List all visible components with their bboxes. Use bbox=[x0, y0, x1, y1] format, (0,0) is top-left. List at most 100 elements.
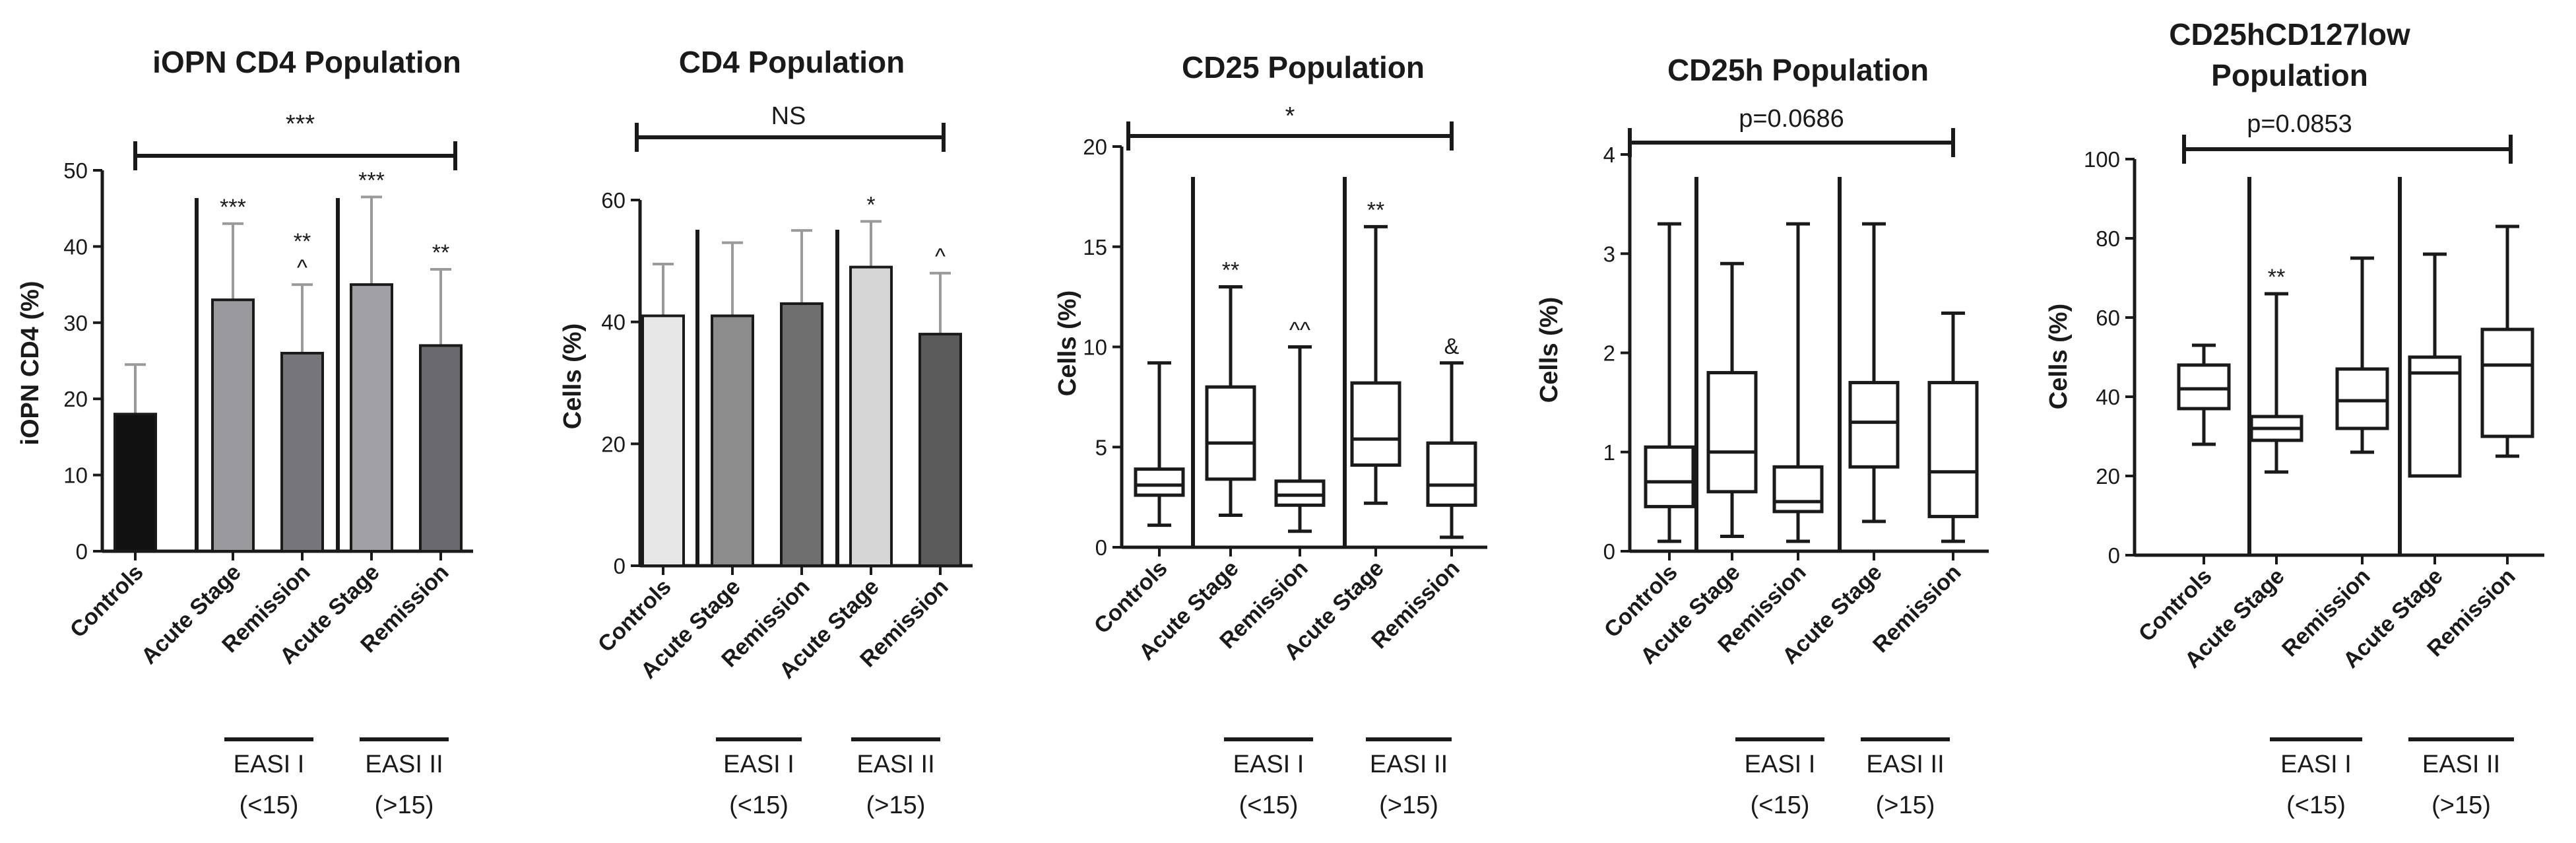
box bbox=[1350, 381, 1401, 467]
y-tick-label: 20 bbox=[1083, 135, 1107, 159]
y-tick-label: 20 bbox=[63, 387, 88, 411]
box bbox=[1134, 467, 1185, 497]
panel-cd4: CD4 Population Cells (%) NS 0 20 40 60 C… bbox=[559, 45, 973, 819]
plot-marks bbox=[2125, 135, 2544, 741]
panel-title-iopn-cd4: iOPN CD4 Population bbox=[152, 45, 461, 79]
plot-marks bbox=[1621, 128, 1989, 741]
x-category-labels: Controls Acute Stage Remission Acute Sta… bbox=[1089, 556, 1465, 665]
annotation: ^ bbox=[297, 255, 307, 281]
panel-title-cd25h-cd127low-line2: Population bbox=[2211, 58, 2368, 92]
bar bbox=[849, 265, 893, 567]
box bbox=[1848, 381, 1900, 469]
box bbox=[2408, 355, 2462, 478]
annotation: * bbox=[866, 192, 875, 217]
panel-title-cd25h: CD25h Population bbox=[1667, 53, 1929, 87]
group-label: EASI II bbox=[856, 751, 934, 778]
easi-group-labels: EASI I (<15) EASI II (>15) bbox=[2280, 751, 2500, 819]
group-sublabel: (<15) bbox=[729, 792, 789, 819]
y-tick-label: 40 bbox=[601, 310, 626, 335]
y-tick-label: 20 bbox=[601, 432, 626, 456]
group-label: EASI I bbox=[1233, 751, 1304, 778]
bar bbox=[711, 314, 754, 567]
group-sublabel: (>15) bbox=[375, 792, 434, 819]
x-category-labels: Controls Acute Stage Remission Acute Sta… bbox=[593, 574, 953, 684]
box bbox=[1426, 441, 1477, 507]
y-tick-label: 1 bbox=[1603, 440, 1615, 465]
bar bbox=[350, 283, 393, 553]
easi-group-labels: EASI I (<15) EASI II (>15) bbox=[1233, 751, 1448, 819]
box bbox=[2335, 367, 2389, 430]
x-category-labels: Controls Acute Stage Remission Acute Sta… bbox=[65, 560, 454, 669]
box bbox=[1205, 385, 1256, 481]
significance-label: *** bbox=[286, 110, 315, 138]
easi-group-labels: EASI I (<15) EASI II (>15) bbox=[1745, 751, 1945, 819]
group-label: EASI I bbox=[234, 751, 305, 778]
panel-iopn-cd4: iOPN CD4 Population iOPN CD4 (%) *** 0 1… bbox=[16, 45, 473, 819]
bar bbox=[211, 298, 255, 553]
annotation: ^ bbox=[935, 244, 946, 269]
bar bbox=[419, 344, 463, 553]
panel-cd25h: CD25h Population Cells (%) p=0.0686 0 1 … bbox=[1535, 53, 1989, 819]
group-sublabel: (>15) bbox=[866, 792, 926, 819]
annotation: ** bbox=[432, 240, 449, 265]
group-label: EASI II bbox=[1866, 751, 1944, 778]
panel-cd25h-cd127low: CD25hCD127low Population Cells (%) p=0.0… bbox=[2045, 17, 2544, 819]
x-category-labels: Controls Acute Stage Remission Acute Sta… bbox=[2134, 564, 2521, 673]
y-tick-label: 0 bbox=[2108, 543, 2120, 568]
significance-annotations: * ^ bbox=[866, 192, 946, 269]
y-tick-label: 4 bbox=[1603, 143, 1615, 167]
significance-annotations: ** ^^ ** & bbox=[1222, 197, 1460, 358]
bar bbox=[780, 302, 823, 567]
group-label: EASI I bbox=[1745, 751, 1816, 778]
y-tick-label: 2 bbox=[1603, 341, 1615, 366]
y-axis-label: Cells (%) bbox=[559, 323, 587, 429]
bar bbox=[280, 351, 324, 553]
y-tick-label: 10 bbox=[1083, 335, 1107, 360]
group-label: EASI I bbox=[2280, 751, 2352, 778]
easi-group-labels: EASI I (<15) EASI II (>15) bbox=[234, 751, 443, 819]
y-tick-labels: 0 20 40 60 80 100 bbox=[2084, 147, 2120, 568]
annotation: ** bbox=[2268, 265, 2285, 290]
box bbox=[1706, 371, 1758, 494]
annotation: ** bbox=[1367, 197, 1384, 222]
group-sublabel: (<15) bbox=[2286, 792, 2346, 819]
y-tick-labels: 0 10 20 30 40 50 bbox=[63, 158, 88, 564]
significance-label: p=0.0686 bbox=[1739, 105, 1844, 133]
y-tick-label: 0 bbox=[1603, 539, 1615, 564]
annotation: ** bbox=[294, 229, 311, 254]
annotation: *** bbox=[358, 168, 385, 193]
bar bbox=[918, 333, 962, 567]
easi-group-labels: EASI I (<15) EASI II (>15) bbox=[723, 751, 935, 819]
significance-annotations: ** bbox=[2268, 265, 2285, 290]
panel-title-cd25h-cd127low: CD25hCD127low bbox=[2169, 17, 2410, 51]
group-sublabel: (<15) bbox=[1751, 792, 1810, 819]
y-tick-label: 3 bbox=[1603, 242, 1615, 266]
significance-label: NS bbox=[771, 102, 806, 130]
group-sublabel: (>15) bbox=[1379, 792, 1438, 819]
y-axis-label: iOPN CD4 (%) bbox=[16, 281, 44, 445]
box bbox=[2480, 327, 2534, 438]
group-sublabel: (>15) bbox=[1876, 792, 1935, 819]
bar bbox=[113, 413, 157, 553]
y-tick-labels: 0 5 10 15 20 bbox=[1083, 135, 1107, 560]
y-tick-label: 5 bbox=[1095, 435, 1107, 459]
y-tick-label: 60 bbox=[601, 188, 626, 213]
y-axis-label: Cells (%) bbox=[1535, 297, 1563, 403]
panel-title-cd4: CD4 Population bbox=[679, 45, 905, 79]
y-axis-label: Cells (%) bbox=[2045, 304, 2073, 409]
y-tick-label: 60 bbox=[2096, 306, 2120, 330]
y-tick-label: 0 bbox=[614, 554, 626, 578]
group-sublabel: (<15) bbox=[240, 792, 299, 819]
y-axis-label: Cells (%) bbox=[1054, 290, 1081, 396]
y-tick-label: 20 bbox=[2096, 464, 2120, 489]
box bbox=[1644, 445, 1695, 508]
group-label: EASI I bbox=[723, 751, 794, 778]
group-sublabel: (<15) bbox=[1239, 792, 1299, 819]
y-tick-labels: 0 1 2 3 4 bbox=[1603, 143, 1615, 564]
y-tick-label: 30 bbox=[63, 311, 88, 335]
group-label: EASI II bbox=[2422, 751, 2500, 778]
significance-annotations: *** ^** *** ** bbox=[220, 168, 449, 281]
annotation: *** bbox=[220, 195, 246, 220]
plot-marks bbox=[1112, 121, 1487, 741]
y-tick-label: 0 bbox=[1095, 535, 1107, 560]
